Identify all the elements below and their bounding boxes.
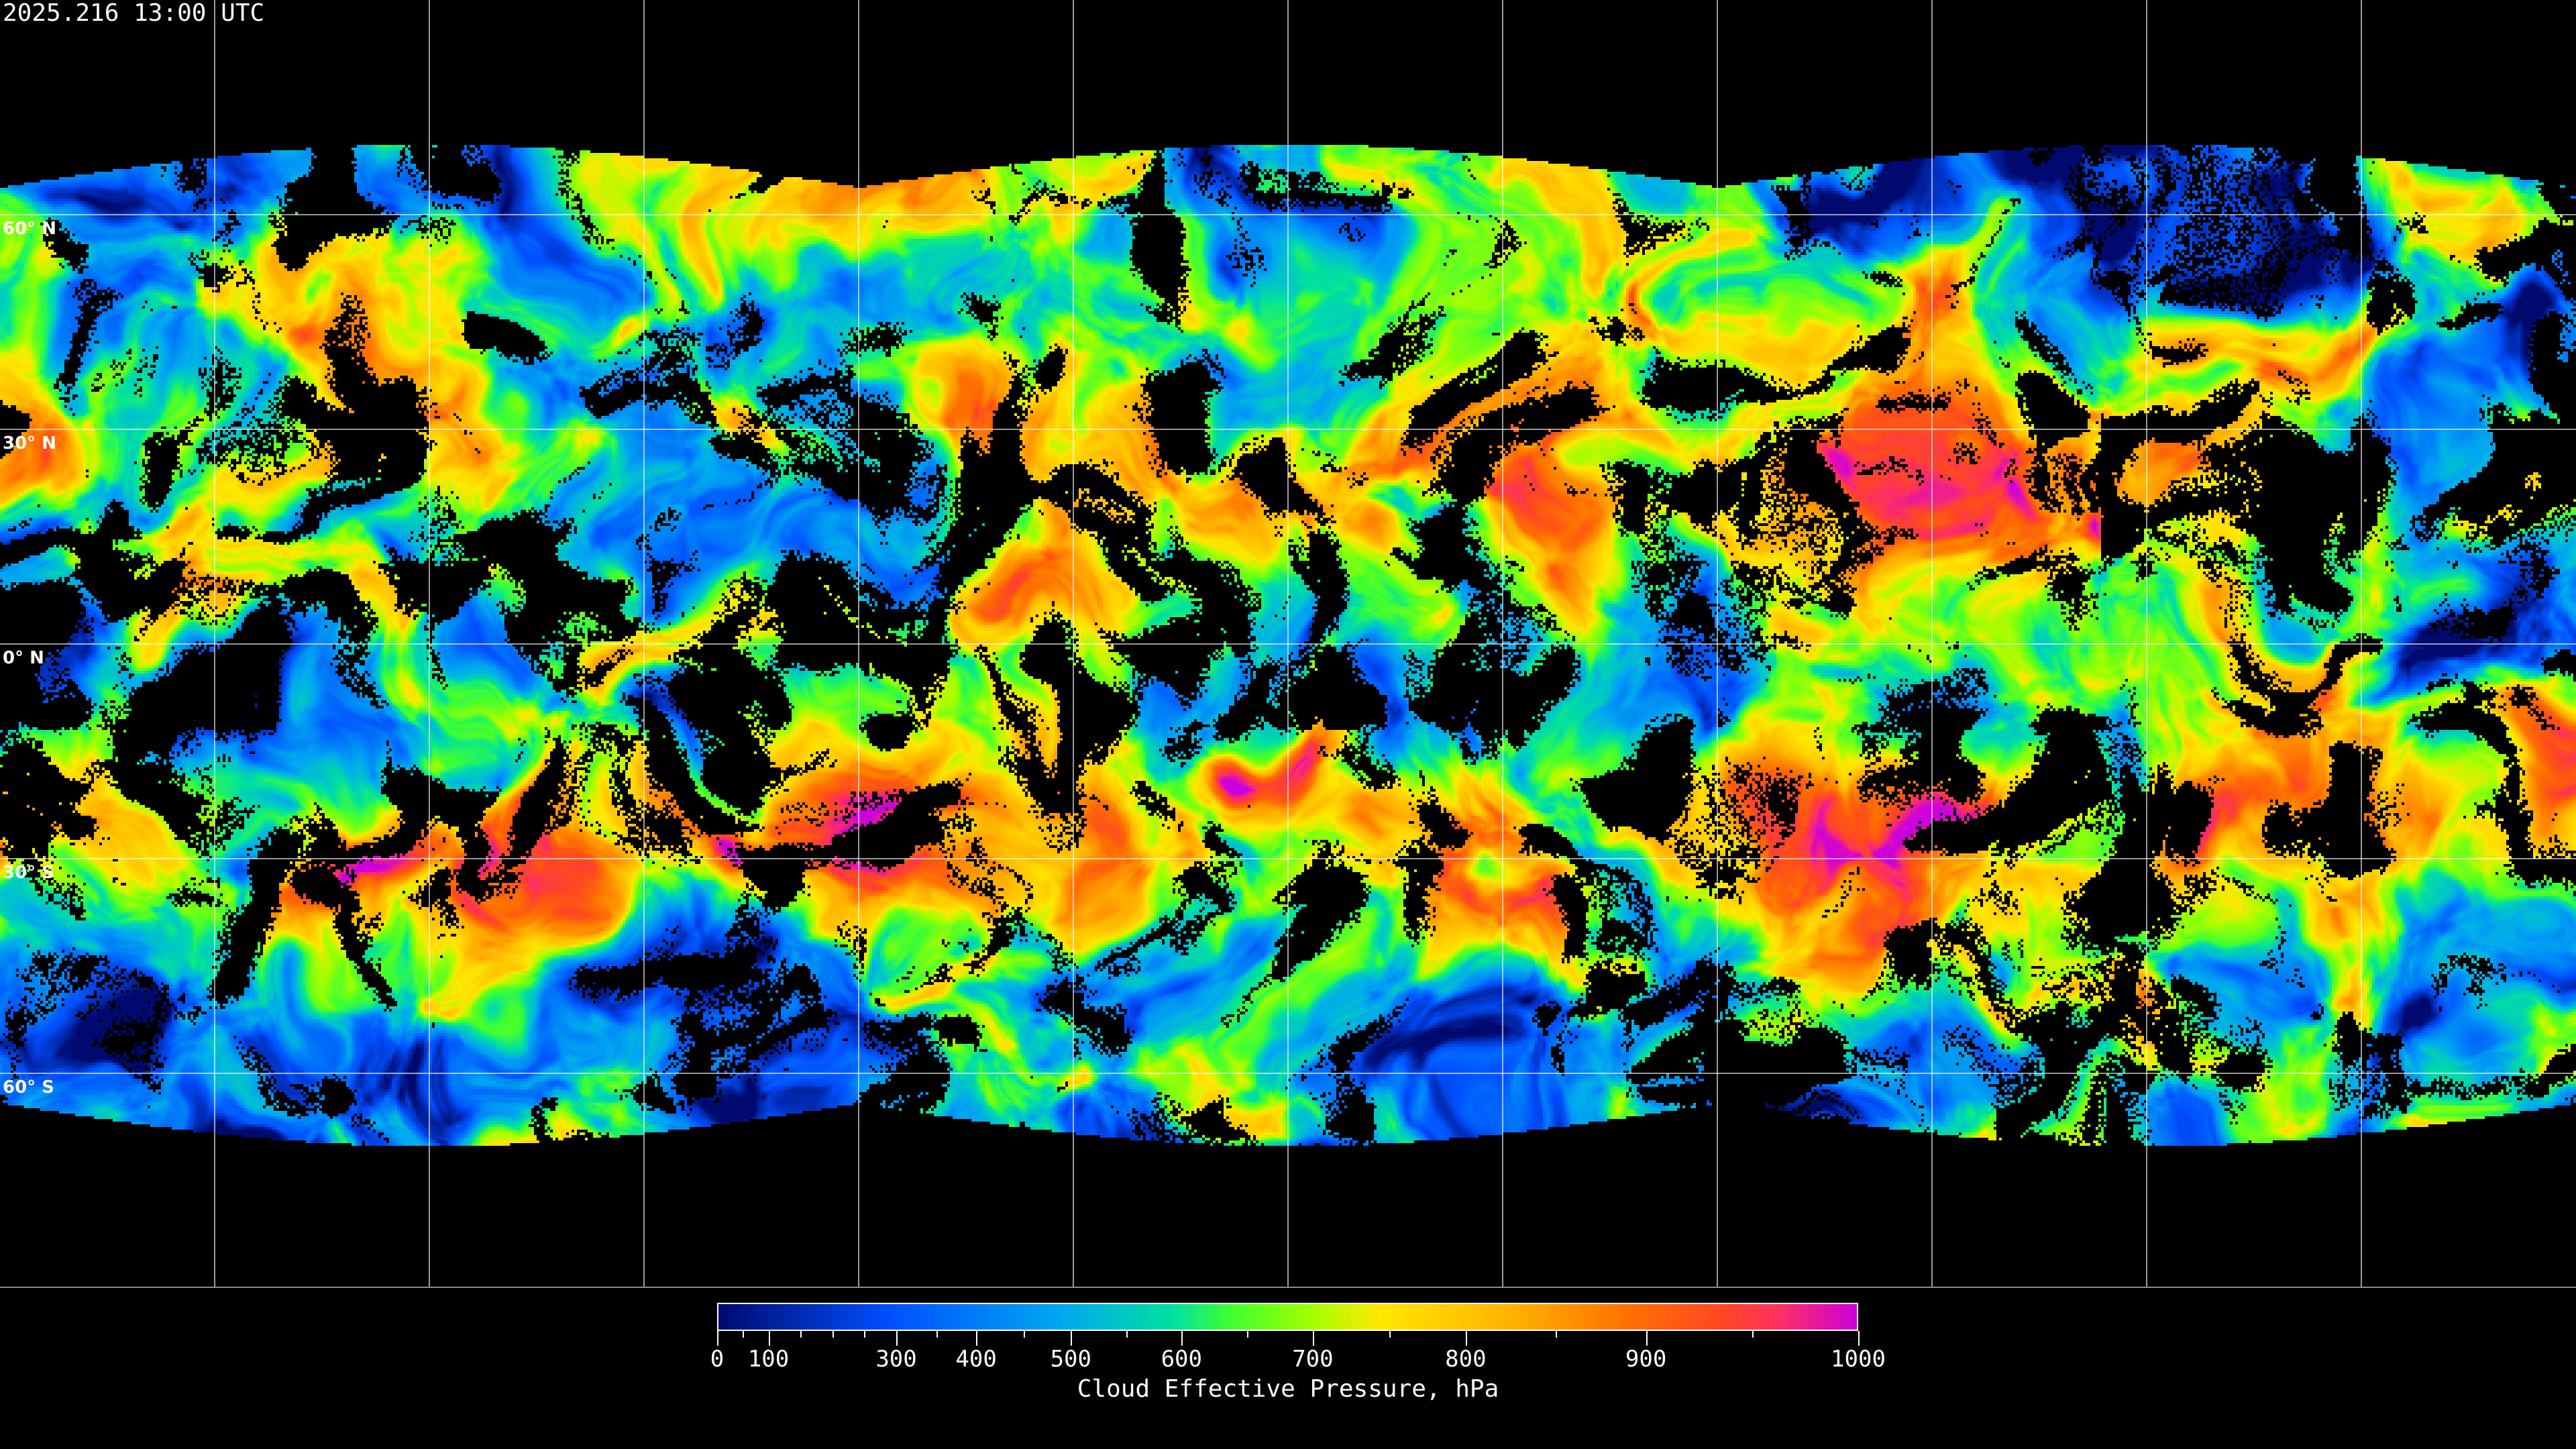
colorbar-ticks: 0 100 300 400 500 600 700 800 900 1000 bbox=[710, 1331, 1886, 1385]
colorbar-minor-tick bbox=[936, 1331, 938, 1338]
colorbar-major-tick bbox=[1071, 1331, 1073, 1346]
colorbar-major-tick bbox=[1181, 1331, 1183, 1346]
colorbar-title: Cloud Effective Pressure, hPa bbox=[1077, 1375, 1499, 1403]
cloud-pressure-map: 60° N 30° N 0° N 30° S 60° S 2025.216 13:00 … bbox=[0, 0, 2576, 1288]
colorbar-tick-label: 0 bbox=[710, 1346, 724, 1373]
timestamp-title: 2025.216 13:00 UTC bbox=[3, 0, 265, 27]
lat-label: 30° N bbox=[3, 433, 56, 453]
colorbar-tick-label: 900 bbox=[1625, 1346, 1667, 1373]
colorbar-major-tick bbox=[1312, 1331, 1314, 1346]
colorbar-minor-tick bbox=[832, 1331, 834, 1338]
colorbar-minor-tick bbox=[1556, 1331, 1558, 1338]
lat-label: 0° N bbox=[3, 648, 44, 668]
colorbar-minor-tick bbox=[864, 1331, 866, 1338]
colorbar-tick-label: 100 bbox=[747, 1346, 790, 1373]
colorbar-minor-tick bbox=[1389, 1331, 1391, 1338]
colorbar-minor-tick bbox=[1023, 1331, 1025, 1338]
colorbar-minor-tick bbox=[743, 1331, 745, 1338]
lat-lon-grid bbox=[0, 0, 2576, 1288]
colorbar-major-tick bbox=[1465, 1331, 1467, 1346]
colorbar-tick-label: 500 bbox=[1050, 1346, 1092, 1373]
colorbar-major-tick bbox=[1646, 1331, 1648, 1346]
colorbar-tick-label: 400 bbox=[955, 1346, 997, 1373]
lat-label: 30° S bbox=[3, 863, 54, 883]
colorbar-tick-label: 600 bbox=[1161, 1346, 1203, 1373]
colorbar bbox=[717, 1303, 1858, 1331]
colorbar-major-tick bbox=[768, 1331, 770, 1346]
colorbar-tick-label: 1000 bbox=[1831, 1346, 1886, 1373]
lat-label: 60° N bbox=[3, 219, 56, 239]
colorbar-tick-label: 800 bbox=[1445, 1346, 1487, 1373]
lat-label: 60° S bbox=[3, 1077, 54, 1097]
colorbar-tick-label: 300 bbox=[875, 1346, 917, 1373]
map-border bbox=[0, 1287, 2576, 1288]
colorbar-major-tick bbox=[976, 1331, 978, 1346]
colorbar-tick-label: 700 bbox=[1292, 1346, 1334, 1373]
colorbar-minor-tick bbox=[1247, 1331, 1249, 1338]
colorbar-major-tick bbox=[896, 1331, 898, 1346]
colorbar-minor-tick bbox=[1126, 1331, 1128, 1338]
colorbar-minor-tick bbox=[800, 1331, 802, 1338]
colorbar-minor-tick bbox=[1752, 1331, 1754, 1338]
colorbar-major-tick bbox=[1858, 1331, 1860, 1346]
colorbar-major-tick bbox=[717, 1331, 718, 1346]
